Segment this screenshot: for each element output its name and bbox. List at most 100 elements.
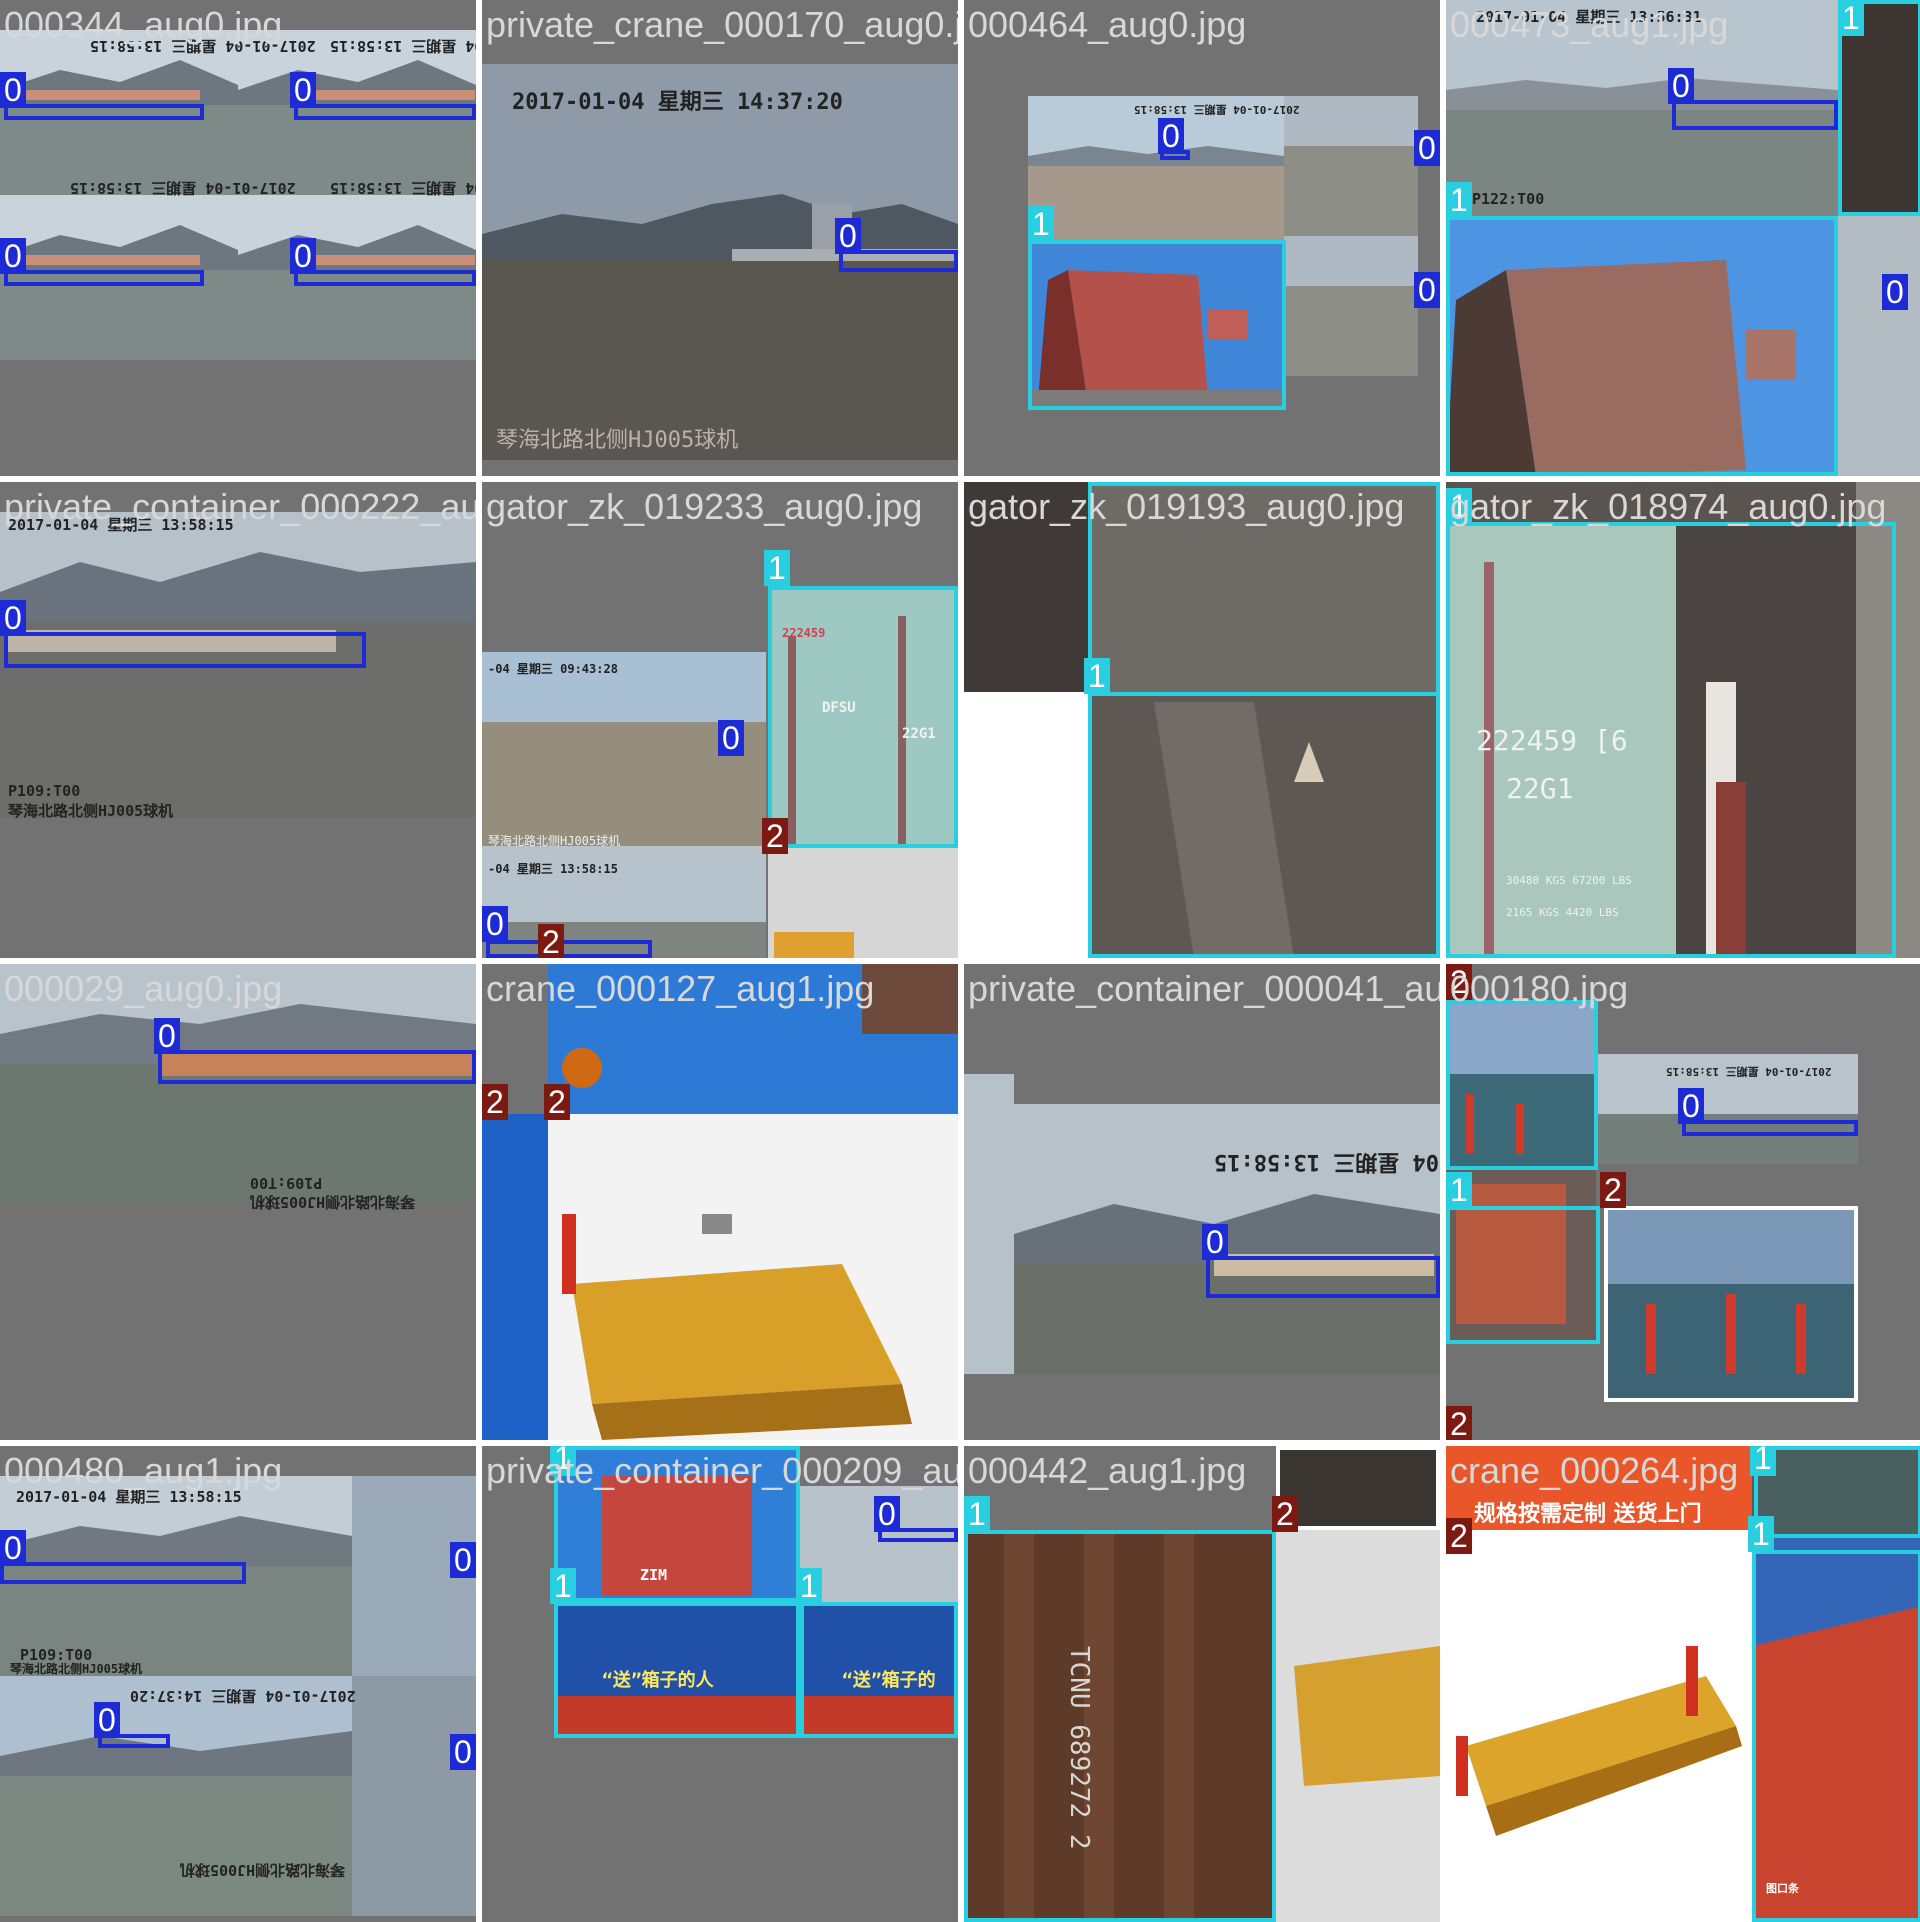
timestamp-text: 2017-01-04 星期三 13:58:15 [8, 516, 234, 534]
bbox-class-1 [554, 1602, 800, 1738]
bbox-class-1 [554, 1446, 800, 1602]
tile-title: private_container_000222_aug0.jpg [4, 486, 476, 527]
bbox-label-1: 1 [1750, 1446, 1776, 1476]
bbox-label-0: 0 [835, 218, 861, 254]
bbox-label-1: 1 [1446, 182, 1472, 218]
bbox-label-2: 2 [1272, 1496, 1298, 1532]
tile-title: private_container_000209_aug0.jpg [486, 1450, 958, 1491]
camera-name-text: 琴海北路北侧HJ005球机 [488, 834, 621, 848]
mosaic-tile: ZIM “送”箱子的人 “送”箱子的 1 0 1 1 private_conta… [482, 1446, 958, 1922]
bbox-class-1 [1446, 216, 1838, 476]
camera-code-text: P109:T00 [250, 1174, 323, 1192]
port-photo-collage [1446, 1000, 1858, 1400]
bbox-class-1 [964, 1530, 1276, 1922]
bbox-class-1 [1028, 240, 1286, 410]
container-tare-text: 2165 KGS 4420 LBS [1506, 906, 1619, 919]
mosaic-tile: 222459 [6 22G1 30480 KGS 67200 LBS 2165 … [1446, 482, 1920, 958]
bbox-class-0 [486, 940, 652, 958]
ad-text: “送”箱子的人 [602, 1670, 714, 1691]
bbox-label-1: 1 [796, 1568, 822, 1604]
timestamp-text: 2017-01-04 星期三 13:58:15 [330, 37, 476, 55]
bbox-class-0 [1206, 1256, 1440, 1298]
mosaic-tile: -04 星期三 09:43:28 琴海北路北侧HJ005球机 -04 星期三 1… [482, 482, 958, 958]
mosaic-tile: 2017-01-04 星期三 13:58:15 0 private_contai… [964, 964, 1440, 1440]
river-photo [0, 964, 476, 1204]
bbox-class-1 [1446, 1206, 1600, 1344]
bbox-label-2: 2 [1446, 1406, 1472, 1440]
bbox-label-0: 0 [1882, 274, 1908, 310]
camera-name-text: 琴海北路北侧HJ005球机 [10, 1662, 143, 1676]
camera-name-text: 琴海北路北侧HJ005球机 [8, 802, 174, 820]
bbox-class-0 [1682, 1120, 1858, 1136]
bbox-label-1: 1 [1028, 206, 1054, 242]
bbox-label-1: 1 [550, 1446, 576, 1476]
camera-name-text: 琴海北路北侧HJ005球机 [180, 1861, 346, 1879]
mosaic-tile: 2017-01-04 星期三 13:56:31 P122:T00 0 1 1 0… [1446, 0, 1920, 476]
bbox-class-0 [1672, 100, 1838, 130]
tile-title: private_crane_000170_aug0.jpg [486, 4, 958, 45]
bbox-class-0 [878, 1528, 958, 1542]
river-photo-strip [1284, 96, 1418, 376]
container-type-text: 22G1 [1506, 772, 1574, 805]
bbox-label-2: 2 [1446, 964, 1472, 1000]
container-door-photo [1446, 482, 1920, 958]
bbox-label-1: 1 [1446, 488, 1472, 524]
timestamp-text: 2017-01-04 星期三 13:58:15 [330, 179, 476, 197]
bbox-label-0: 0 [450, 1734, 476, 1770]
camera-code-text: P122:T00 [1472, 190, 1545, 208]
tile-title: crane_000127_aug1.jpg [486, 968, 875, 1009]
timestamp-text: 2017-01-04 星期三 14:37:20 [130, 1687, 356, 1705]
timestamp-text: -04 星期三 13:58:15 [488, 862, 618, 876]
bbox-label-0: 0 [0, 72, 26, 108]
bbox-class-0 [4, 104, 204, 120]
bbox-label-1: 1 [764, 550, 790, 586]
container-id-text: TCNU 689272 2 [1064, 1646, 1094, 1850]
timestamp-text: 2017-01-04 星期三 13:58:15 [70, 179, 296, 197]
mosaic-tile: 2017-01-04 星期三 13:58:15 2 0 1 2 2 000180… [1446, 964, 1920, 1440]
ad-banner-text: 规格按需定制 送货上门 [1474, 1502, 1702, 1527]
bbox-label-2: 2 [538, 924, 564, 958]
timestamp-text: 2017-01-04 星期三 13:58:15 [1214, 1149, 1440, 1174]
bbox-label-2: 2 [482, 1084, 508, 1120]
bbox-class-2 [1604, 1206, 1858, 1402]
bbox-label-1: 1 [1446, 1172, 1472, 1208]
bbox-label-0: 0 [1414, 272, 1440, 308]
mosaic-tile: 2017-01-04 星期三 13:58:15 2017-01-04 星期三 1… [0, 0, 476, 476]
container-closeup-collage [964, 1446, 1440, 1922]
container-ad-collage [554, 1446, 958, 1736]
bbox-label-0: 0 [1678, 1088, 1704, 1124]
mosaic-tile: 规格按需定制 送货上门 图口条 2 1 1 crane_000264.jpg [1446, 1446, 1920, 1922]
bbox-class-1 [1446, 522, 1896, 958]
bbox-label-2: 2 [544, 1084, 570, 1120]
bbox-label-1: 1 [1084, 658, 1110, 694]
bbox-class-0 [98, 1734, 170, 1748]
mosaic-tile: TCNU 689272 2 1 2 000442_aug1.jpg [964, 1446, 1440, 1922]
bbox-label-0: 0 [0, 238, 26, 274]
bbox-label-1: 1 [1838, 0, 1864, 36]
tile-title: 000344_aug0.jpg [4, 4, 283, 45]
bbox-class-1 [1446, 1000, 1598, 1170]
bbox-class-1 [1088, 692, 1440, 958]
container-door-photo [768, 586, 958, 958]
container-closeup-photo [964, 482, 1440, 958]
river-photo [1028, 96, 1284, 240]
bbox-class-0 [294, 270, 476, 286]
bbox-class-1 [1838, 0, 1920, 216]
brand-tag-text: 图口条 [1766, 1882, 1799, 1895]
mosaic-tile: 2017-01-04 星期三 13:58:15 P109:T00 琴海北路北侧H… [0, 482, 476, 958]
mosaic-tile: 2017-01-04 星期三 13:58:15 P109:T00 琴海北路北侧H… [0, 1446, 476, 1922]
tile-title: gator_zk_019233_aug0.jpg [486, 486, 923, 527]
bbox-label-0: 0 [1414, 130, 1440, 166]
bbox-label-0: 0 [290, 238, 316, 274]
bbox-label-2: 2 [1600, 1172, 1626, 1208]
spreader-ad-collage [1446, 1446, 1920, 1922]
bbox-label-1: 1 [1748, 1516, 1774, 1552]
bbox-class-0 [4, 632, 366, 668]
container-type-text: 22G1 [902, 726, 936, 742]
container-weights-text: 30480 KGS 67200 LBS [1506, 874, 1632, 887]
ad-text: “送”箱子的 [842, 1670, 936, 1691]
tile-title: 000480_aug1.jpg [4, 1450, 283, 1491]
timestamp-text: 2017-01-04 星期三 13:58:15 [1666, 1065, 1832, 1078]
bbox-label-0: 0 [1158, 118, 1184, 154]
bbox-class-1 [1754, 1446, 1920, 1538]
